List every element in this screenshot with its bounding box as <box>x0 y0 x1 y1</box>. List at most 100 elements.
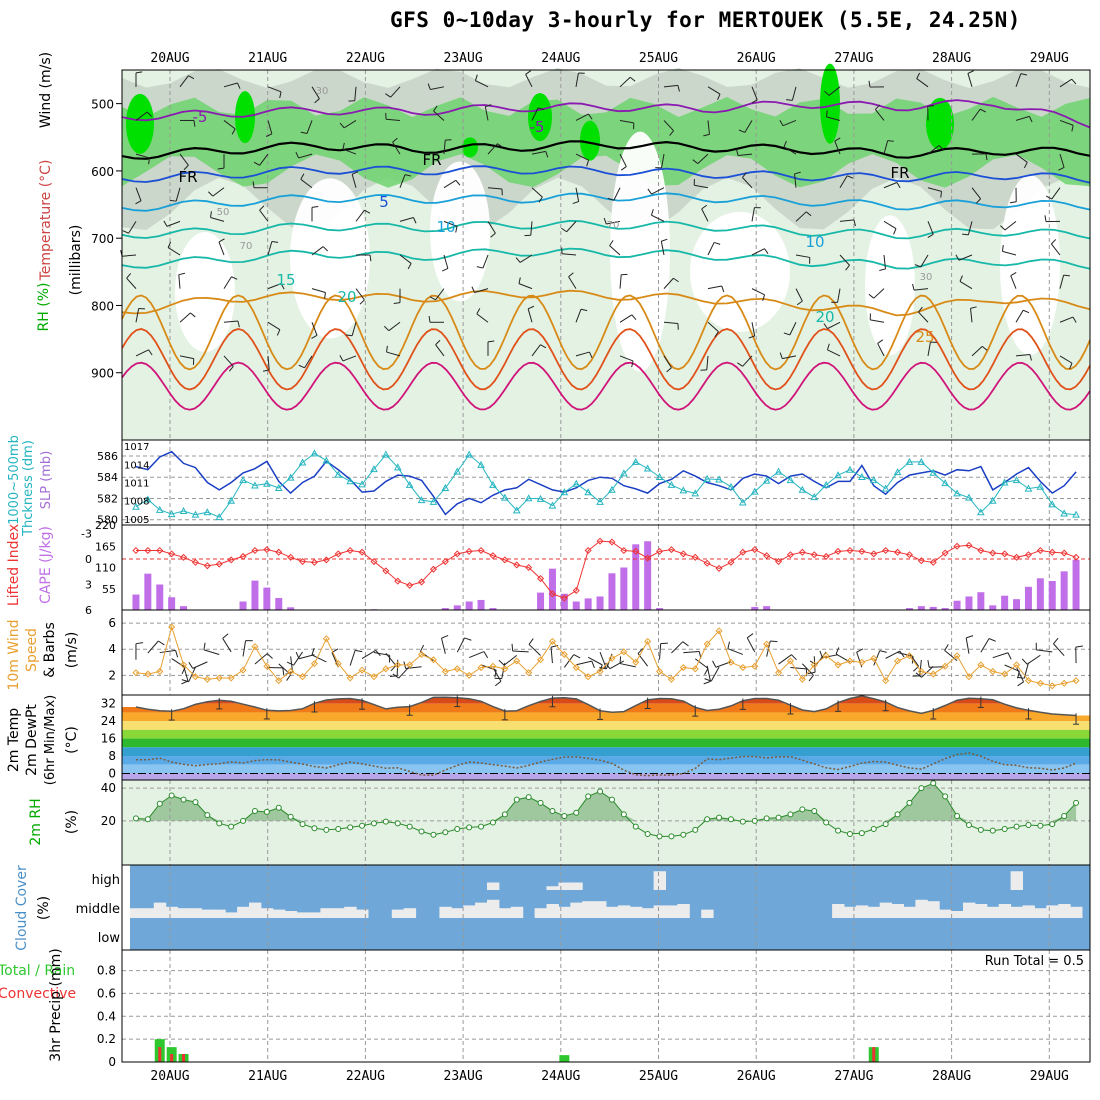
li-marker <box>917 557 925 565</box>
slp-marker <box>334 470 343 478</box>
li-marker <box>882 546 890 555</box>
surface-wind-barb-staff <box>897 651 914 657</box>
rh-band-green <box>122 96 1090 188</box>
upper-wind-barb-flag <box>433 105 438 112</box>
upper-wind-barb-staff <box>1059 316 1074 323</box>
upper-wind-barb <box>572 187 580 205</box>
upper-wind-barb-flag <box>537 107 545 111</box>
isotherm-line <box>121 165 1091 184</box>
li-marker <box>346 546 354 555</box>
surface-wind-barb <box>992 652 1012 660</box>
surface-wind-barb <box>746 633 756 653</box>
upper-wind-barb <box>707 285 725 293</box>
wind-speed-marker <box>905 652 913 660</box>
upper-wind-barb-staff <box>531 150 546 155</box>
upper-wind-barb-staff <box>355 209 365 222</box>
upper-wind-barb-staff <box>575 113 589 121</box>
wind-speed-marker <box>299 673 307 681</box>
upper-wind-barb-flag <box>568 272 574 278</box>
upper-wind-barb-flag <box>1028 116 1033 123</box>
slp-right-tick: 1014 <box>124 460 149 471</box>
cape-bar <box>287 607 295 610</box>
upper-wind-barb-flag <box>345 334 353 337</box>
cape-bar <box>977 592 985 610</box>
upper-wind-barb <box>883 182 901 189</box>
upper-wind-barb <box>823 321 841 330</box>
upper-wind-barb-flag <box>742 172 747 178</box>
temp-label-c: (6hr Min/Max) <box>43 695 58 785</box>
upper-wind-barb-flag <box>295 151 299 159</box>
contour-label: -5 <box>193 108 208 126</box>
upper-wind-barb <box>178 272 186 289</box>
rh2m-marker <box>525 794 532 801</box>
upper-wind-barb-flag <box>545 151 549 158</box>
upper-wind-barb <box>826 343 841 357</box>
upper-wind-barb-flag <box>1023 162 1028 169</box>
rh2m-marker <box>263 808 270 815</box>
upper-wind-barb <box>122 221 137 234</box>
wind-speed-marker <box>727 658 735 666</box>
upper-wind-barb-flag <box>673 277 679 283</box>
upper-wind-barb-flag <box>823 323 828 329</box>
rh2m-marker <box>382 818 389 825</box>
surface-wind-barb <box>778 654 797 665</box>
upper-wind-barb-flag <box>985 153 988 161</box>
run-total: Run Total = 0.5 <box>985 954 1084 969</box>
li-marker <box>358 548 366 556</box>
temp-band <box>122 764 1090 774</box>
upper-wind-barb-staff <box>298 153 313 159</box>
upper-wind-barb <box>135 111 153 121</box>
surface-wind-barb-staff <box>203 649 220 656</box>
cloud-middle-cell <box>641 908 655 918</box>
surface-wind-barb-staff <box>1026 654 1041 665</box>
rh2m-marker <box>240 817 247 824</box>
surface-wind-barb <box>286 651 303 666</box>
upper-wind-barb <box>383 321 401 332</box>
wind-speed-line <box>135 625 1077 687</box>
upper-wind-barb-staff <box>223 120 236 130</box>
upper-wind-barb <box>135 153 150 165</box>
cloud-middle-cell <box>879 902 893 918</box>
surface-wind-barb-flag <box>605 662 611 669</box>
upper-wind-barb <box>518 277 533 290</box>
thickness-line <box>135 450 1077 516</box>
upper-wind-barb-flag <box>736 149 739 156</box>
upper-wind-barb-staff <box>971 108 981 121</box>
upper-wind-barb-flag <box>210 211 212 218</box>
upper-wind-barb-flag <box>868 80 871 88</box>
surface-wind-barb <box>1053 637 1065 656</box>
upper-wind-barb <box>561 247 577 256</box>
contour-label: 30 <box>920 272 933 283</box>
surface-wind-barb <box>790 667 808 677</box>
wind-speed-marker <box>429 656 437 664</box>
upper-wind-barb-flag <box>188 75 195 80</box>
slp-marker <box>203 508 212 516</box>
upper-wind-barb-flag <box>148 157 150 165</box>
upper-wind-barb-flag <box>713 241 721 245</box>
upper-wind-barb-staff <box>918 311 929 323</box>
upper-label-wind: Wind (m/s) <box>38 52 54 128</box>
surface-wind-barb-flag <box>682 641 689 647</box>
rh2m-marker <box>513 796 520 803</box>
surface-wind-barb <box>563 654 581 668</box>
rh-core-3 <box>820 63 840 144</box>
surface-wind-barb <box>885 650 905 659</box>
wind-speed-marker <box>858 658 866 666</box>
upper-wind-barb-staff <box>883 182 898 189</box>
upper-wind-barb-staff <box>694 184 709 189</box>
surface-wind-barb-staff <box>965 637 970 654</box>
rh2m-marker <box>644 830 651 837</box>
temp-band <box>122 695 1090 704</box>
precip-label-conv: Convective <box>0 986 76 1002</box>
wind-speed-marker <box>1001 670 1009 678</box>
contour-label: FR <box>890 164 909 182</box>
slp-marker <box>774 467 783 475</box>
slp-marker <box>739 498 747 506</box>
wind-speed-marker <box>572 664 580 672</box>
upper-wind-barb <box>476 254 489 269</box>
surface-wind-barb-staff <box>492 667 502 682</box>
rh2m-marker <box>835 827 842 834</box>
upper-wind-barb <box>311 246 329 256</box>
precip-label-total: Total / Rain <box>0 963 75 979</box>
